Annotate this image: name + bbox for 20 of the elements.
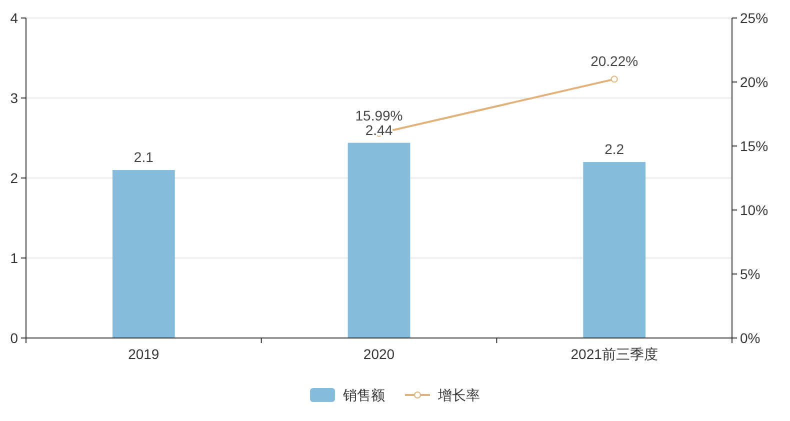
y2-tick-label: 20% — [740, 74, 768, 90]
data-label: 2.1 — [134, 149, 154, 165]
y2-tick-label: 10% — [740, 202, 768, 218]
y-tick-label: 1 — [10, 250, 18, 266]
x-tick-label: 2019 — [128, 346, 160, 362]
y-tick-label: 0 — [10, 330, 18, 346]
y2-tick-label: 25% — [740, 10, 768, 26]
data-label: 20.22% — [590, 53, 638, 70]
legend-label: 增长率 — [437, 386, 480, 403]
data-label: 15.99% — [355, 107, 403, 124]
y2-tick-label: 0% — [740, 330, 760, 346]
y2-tick-label: 5% — [740, 266, 760, 282]
x-tick-label: 2021前三季度 — [570, 346, 658, 362]
x-tick-label: 2020 — [363, 346, 395, 362]
y-tick-label: 2 — [10, 170, 18, 186]
y2-tick-label: 15% — [740, 138, 768, 154]
data-label: 2.2 — [604, 141, 624, 157]
legend-label: 销售额 — [342, 386, 385, 403]
y-tick-label: 3 — [10, 90, 18, 106]
y-tick-label: 4 — [10, 10, 18, 26]
